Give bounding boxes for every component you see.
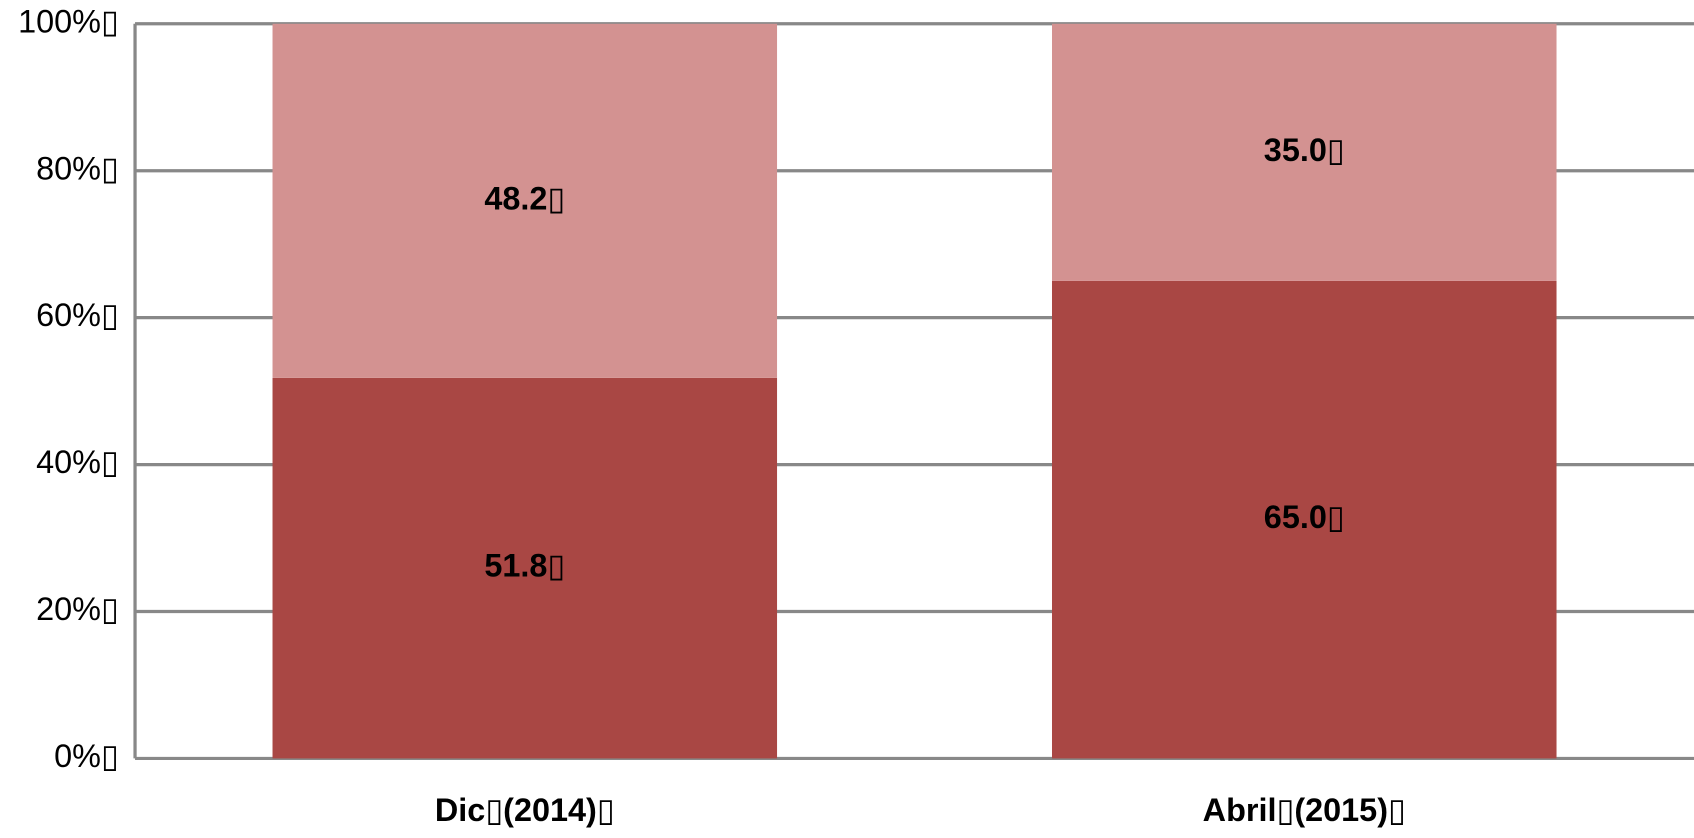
- data-label: 48.2▯: [484, 180, 565, 216]
- bar-segment: [1051, 23, 1557, 281]
- data-label: 51.8▯: [484, 548, 565, 584]
- bar-segment: [1051, 280, 1557, 759]
- y-tick-label: 20%▯: [36, 591, 119, 627]
- bar-segment: [272, 377, 778, 759]
- y-tick-label: 60%▯: [36, 297, 119, 333]
- x-tick-label: Dic▯(2014)▯: [435, 792, 615, 828]
- y-tick-label: 100%▯: [18, 3, 119, 39]
- y-tick-label: 40%▯: [36, 444, 119, 480]
- y-tick-label: 80%▯: [36, 150, 119, 186]
- x-tick-label: Abril▯(2015)▯: [1203, 792, 1406, 828]
- data-label: 35.0▯: [1264, 132, 1345, 168]
- y-tick-label: 0%▯: [54, 738, 119, 774]
- data-label: 65.0▯: [1264, 499, 1345, 535]
- bar-segment: [272, 23, 778, 378]
